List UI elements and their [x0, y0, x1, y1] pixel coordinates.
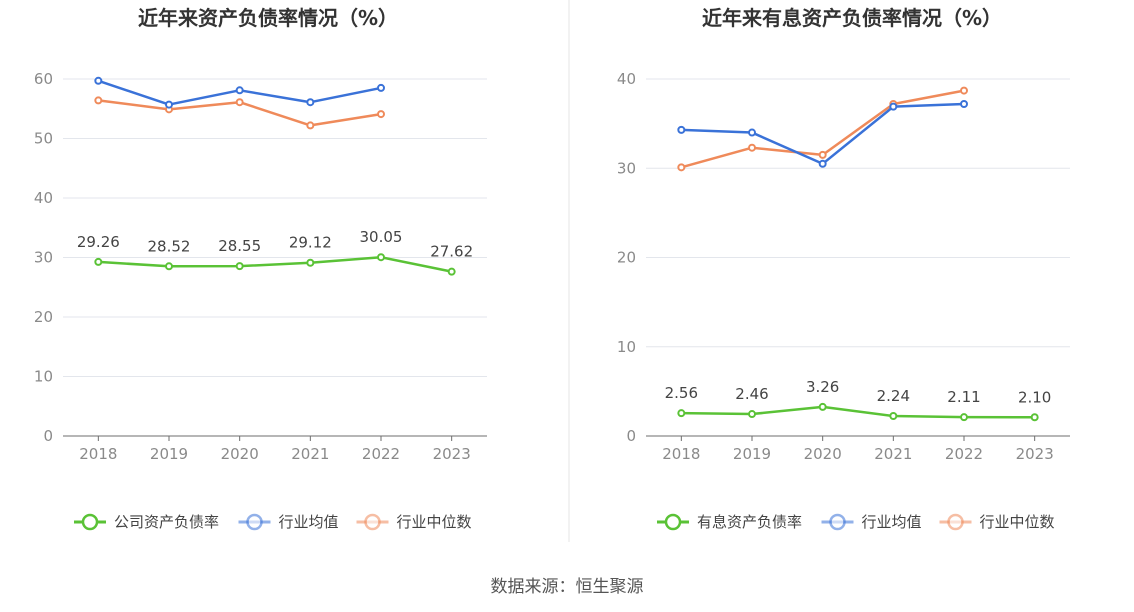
x-tick-label: 2021 — [291, 445, 329, 463]
data-point-company — [306, 258, 315, 267]
legend-item-industry_avg[interactable]: 行业均值 — [821, 513, 922, 531]
data-point-company — [960, 413, 968, 422]
y-tick-label: 0 — [43, 427, 53, 445]
chart-panel-debt-ratio: 近年来资产负债率情况（%） 0 10 20 30 40 50 60 2018 2019 2020 20… — [34, 6, 487, 531]
y-tick-label: 30 — [617, 159, 636, 177]
data-label: 3.26 — [806, 378, 839, 396]
x-tick-label: 2023 — [433, 445, 471, 463]
data-label: 2.46 — [735, 385, 768, 403]
chart-title: 近年来资产负债率情况（%） — [138, 6, 398, 30]
data-point-industry_avg — [677, 125, 686, 134]
chart-title: 近年来有息资产负债率情况（%） — [702, 6, 1002, 30]
legend-marker-icon — [246, 513, 263, 531]
y-tick-label: 10 — [617, 338, 636, 356]
data-label: 30.05 — [360, 228, 403, 246]
data-point-industry_avg — [165, 100, 173, 109]
legend-marker-icon — [664, 513, 682, 531]
y-tick-label: 60 — [34, 70, 53, 88]
data-label: 29.26 — [77, 233, 120, 251]
data-point-company — [377, 253, 385, 262]
data-point-company — [1030, 413, 1039, 422]
data-point-company — [447, 267, 456, 276]
data-point-company — [889, 412, 898, 421]
y-tick-label: 40 — [617, 70, 636, 88]
data-label: 2.11 — [947, 388, 980, 406]
legend-marker-icon — [829, 513, 846, 531]
y-tick-label: 40 — [34, 189, 53, 207]
legend-item-industry_avg[interactable]: 行业均值 — [238, 513, 339, 531]
data-point-industry_avg — [889, 102, 898, 111]
x-tick-label: 2022 — [362, 445, 400, 463]
x-tick-label: 2018 — [662, 445, 700, 463]
data-point-industry_median — [94, 96, 103, 105]
legend-label: 公司资产负债率 — [114, 513, 219, 531]
legend-item-company[interactable]: 公司资产负债率 — [74, 513, 219, 531]
legend-marker-icon — [947, 513, 964, 531]
data-point-industry_median — [960, 86, 968, 95]
x-tick-label: 2020 — [804, 445, 842, 463]
data-label: 28.52 — [148, 237, 191, 255]
x-tick-label: 2023 — [1016, 445, 1054, 463]
data-point-industry_median — [748, 143, 756, 152]
data-point-company — [677, 409, 686, 418]
data-point-company — [94, 257, 103, 266]
legend-marker-icon — [81, 513, 99, 531]
data-label: 28.55 — [218, 237, 261, 255]
data-point-industry_median — [377, 110, 385, 119]
x-tick-label: 2018 — [79, 445, 117, 463]
data-point-industry_avg — [818, 159, 827, 168]
data-point-company — [235, 262, 244, 271]
data-source-note: 数据来源：恒生聚源 — [491, 577, 644, 597]
data-label: 2.24 — [877, 387, 910, 405]
legend-label: 行业中位数 — [397, 513, 472, 531]
y-tick-label: 0 — [626, 427, 636, 445]
data-point-company — [165, 262, 173, 271]
data-point-industry_avg — [377, 83, 385, 92]
chart-panel-interest-bearing-debt-ratio: 近年来有息资产负债率情况（%） 0 10 20 30 40 2018 2019 2020 2021… — [617, 6, 1070, 531]
y-tick-label: 20 — [617, 249, 636, 267]
x-tick-label: 2021 — [874, 445, 912, 463]
x-tick-label: 2020 — [221, 445, 259, 463]
y-tick-label: 20 — [34, 308, 53, 326]
y-tick-label: 10 — [34, 368, 53, 386]
legend-label: 行业均值 — [862, 513, 922, 531]
legend-item-industry_median[interactable]: 行业中位数 — [939, 513, 1055, 531]
data-label: 2.56 — [665, 384, 698, 402]
data-point-industry_avg — [306, 98, 315, 107]
data-point-industry_avg — [94, 76, 103, 85]
data-point-industry_median — [677, 163, 686, 172]
data-point-industry_avg — [960, 99, 968, 108]
x-tick-label: 2022 — [945, 445, 983, 463]
data-point-company — [748, 410, 756, 419]
series-line-company — [681, 405, 1035, 419]
x-tick-label: 2019 — [150, 445, 188, 463]
data-label: 2.10 — [1018, 388, 1051, 406]
legend-label: 行业中位数 — [980, 513, 1055, 531]
y-tick-label: 30 — [34, 249, 53, 267]
legend-label: 行业均值 — [279, 513, 339, 531]
x-tick-label: 2019 — [733, 445, 771, 463]
data-point-industry_median — [235, 98, 244, 107]
data-label: 27.62 — [430, 243, 473, 261]
data-point-industry_median — [818, 150, 827, 159]
legend-item-industry_median[interactable]: 行业中位数 — [356, 513, 472, 531]
legend-marker-icon — [364, 513, 381, 531]
data-point-industry_avg — [748, 128, 756, 137]
data-point-company — [818, 402, 827, 411]
data-point-industry_median — [306, 121, 315, 130]
y-tick-label: 50 — [34, 130, 53, 148]
legend-item-company[interactable]: 有息资产负债率 — [657, 513, 802, 531]
legend-label: 有息资产负债率 — [697, 513, 802, 531]
data-label: 29.12 — [289, 234, 332, 252]
data-point-industry_avg — [235, 86, 244, 95]
series-line-company — [98, 255, 452, 273]
